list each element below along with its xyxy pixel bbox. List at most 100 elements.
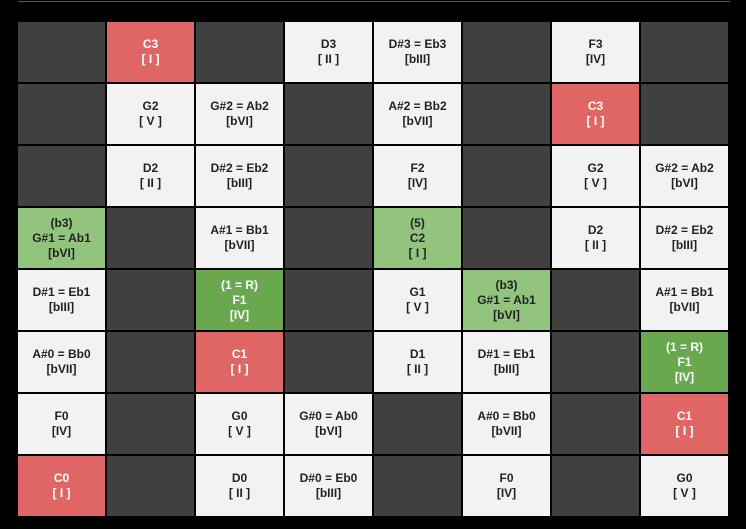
cell-text: [IV] [51,424,72,438]
grid-cell: G0[ V ] [196,394,283,454]
cell-text: D0 [231,471,248,485]
grid-cell: C3[ I ] [107,22,194,82]
grid-cell [552,332,639,392]
grid-cell: C1[ I ] [641,394,728,454]
cell-text: G0 [676,471,693,485]
grid-cell: D2[ II ] [107,146,194,206]
cell-text: A#1 = Bb1 [210,223,269,237]
grid-cell: C1[ I ] [196,332,283,392]
cell-text: G#0 = Ab0 [299,409,358,423]
grid-cell: (b3) G#1 = Ab1 [bVI] [463,270,550,330]
cell-text: [bIII] [315,486,342,500]
cell-text: F0 [54,409,69,423]
cell-text: F3 [588,37,603,51]
cell-text: C3 [587,99,604,113]
cell-text: [bIII] [226,176,253,190]
cell-text: [ V ] [139,114,162,128]
grid-cell: (1 = R) F1 [IV] [641,332,728,392]
grid-cell: D#0 = Eb0 [bIII] [285,456,372,516]
grid-cell: D0[ II ] [196,456,283,516]
grid-cell: G#2 = Ab2 [bVI] [196,84,283,144]
top-rule [18,1,730,2]
grid-cell [285,146,372,206]
grid-cell: C0[ I ] [18,456,105,516]
cell-text: F2 [410,161,425,175]
grid-cell: D#1 = Eb1 [bIII] [463,332,550,392]
grid-cell [463,146,550,206]
cell-text: [ II ] [406,362,429,376]
grid-cell [463,208,550,268]
cell-text: [ I ] [408,245,427,260]
cell-text: [bVI] [226,114,253,128]
cell-text: [bVII] [669,300,700,314]
grid-cell [374,456,461,516]
grid-cell: A#0 = Bb0 [bVII] [463,394,550,454]
cell-text: [IV] [407,176,428,190]
grid-cell: G1[ V ] [374,270,461,330]
cell-text: [bIII] [404,52,431,66]
grid-cell [107,208,194,268]
cell-text: (b3) [50,215,73,230]
cell-text: D#1 = Eb1 [477,347,536,361]
cell-text: [ II ] [139,176,162,190]
grid-cell [285,270,372,330]
cell-text: [bVII] [224,238,255,252]
cell-text: [bVI] [48,245,75,260]
cell-text: C3 [142,37,159,51]
cell-text: G#2 = Ab2 [210,99,269,113]
grid-cell: D3[ II ] [285,22,372,82]
cell-text: D#3 = Eb3 [388,37,447,51]
grid-cell [463,22,550,82]
cell-text: G1 [409,285,426,299]
cell-text: G2 [587,161,604,175]
grid-cell: (b3) G#1 = Ab1 [bVI] [18,208,105,268]
grid-cell: (5) C2[ I ] [374,208,461,268]
cell-text: [bVII] [491,424,522,438]
cell-text: [ V ] [228,424,251,438]
grid-cell: F0 [IV] [463,456,550,516]
grid-cell [552,456,639,516]
cell-text: C0 [53,471,70,485]
cell-text: D3 [320,37,337,51]
cell-text: G#1 = Ab1 [32,230,91,245]
cell-text: D2 [587,223,604,237]
grid-cell [107,394,194,454]
cell-text: A#0 = Bb0 [477,409,536,423]
cell-text: [bVI] [671,176,698,190]
grid-cell [285,332,372,392]
cell-text: G#1 = Ab1 [477,292,536,307]
grid-cell [285,208,372,268]
cell-text: [IV] [229,307,250,322]
cell-text: [bVI] [493,307,520,322]
cell-text: F1 [232,292,247,307]
grid-cell: C3[ I ] [552,84,639,144]
grid-cell: F2 [IV] [374,146,461,206]
cell-text: [ II ] [228,486,251,500]
cell-text: (b3) [495,277,518,292]
grid-cell [463,84,550,144]
cell-text: D#0 = Eb0 [299,471,358,485]
grid-cell: D#1 = Eb1 [bIII] [18,270,105,330]
cell-text: [ V ] [673,486,696,500]
cell-text: [bIII] [48,300,75,314]
cell-text: [ II ] [317,52,340,66]
grid-cell: G#2 = Ab2 [bVI] [641,146,728,206]
cell-text: [ I ] [586,114,605,128]
cell-text: C1 [231,347,248,361]
cell-text: G0 [231,409,248,423]
cell-text: [ I ] [52,486,71,500]
cell-text: [bVI] [315,424,342,438]
cell-text: D2 [142,161,159,175]
grid-cell: F3 [IV] [552,22,639,82]
grid-cell [107,456,194,516]
cell-text: D1 [409,347,426,361]
cell-text: A#1 = Bb1 [655,285,714,299]
grid-cell: D#3 = Eb3 [bIII] [374,22,461,82]
cell-text: (1 = R) [220,277,258,292]
cell-text: [ II ] [584,238,607,252]
grid-cell [18,22,105,82]
grid-cell [552,270,639,330]
grid-cell: G#0 = Ab0 [bVI] [285,394,372,454]
cell-text: [ V ] [584,176,607,190]
